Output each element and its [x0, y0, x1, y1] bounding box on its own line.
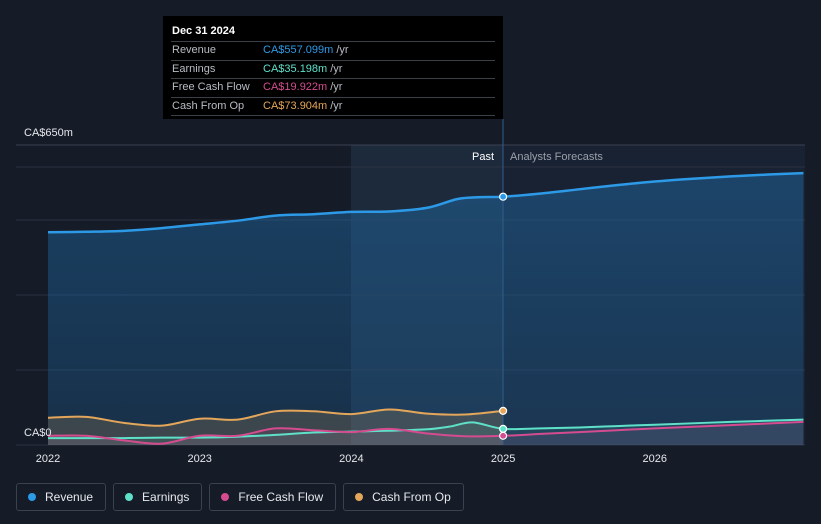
legend-dot-icon: [355, 493, 364, 501]
tooltip: Dec 31 2024 Revenue CA$557.099m/yr Earning…: [163, 16, 503, 119]
tooltip-unit: /yr: [336, 44, 349, 56]
x-tick-label: 2025: [491, 453, 515, 465]
free-cash-flow-marker: [499, 431, 508, 440]
y-axis-top-label: CA$650m: [24, 127, 73, 139]
tooltip-label: Earnings: [172, 62, 216, 75]
revenue-area: [48, 173, 804, 445]
cash-from-op-area: [48, 409, 504, 445]
tooltip-row: Revenue CA$557.099m/yr: [171, 41, 495, 60]
legend-label: Revenue: [45, 490, 94, 504]
free-cash-flow-line: [47, 420, 804, 445]
legend-dot-icon: [221, 493, 230, 501]
tooltip-unit: /yr: [330, 62, 343, 75]
legend: Revenue Earnings Free Cash Flow Cash From O…: [16, 483, 464, 511]
legend-label: Free Cash Flow: [238, 490, 324, 504]
x-tick-label: 2022: [36, 453, 60, 465]
tooltip-label: Free Cash Flow: [172, 81, 250, 93]
tooltip-unit: /yr: [330, 99, 343, 112]
tooltip-row: Free Cash Flow CA$19.922m/yr: [171, 78, 495, 97]
tooltip-row: Cash From Op CA$73.904m/yr: [171, 96, 495, 116]
earnings-line: [47, 418, 804, 440]
tooltip-date: Dec 31 2024: [172, 25, 235, 37]
tooltip-label: Revenue: [172, 44, 217, 56]
legend-item-revenue[interactable]: Revenue: [16, 483, 107, 511]
legend-item-cash-from-op[interactable]: Cash From Op: [343, 483, 464, 511]
revenue-marker: [499, 192, 508, 201]
cash-from-op-line: [47, 408, 504, 427]
tooltip-unit: /yr: [330, 81, 343, 93]
tooltip-row: Earnings CA$35.198m/yr: [171, 59, 495, 79]
tooltip-label: Cash From Op: [172, 99, 245, 112]
legend-dot-icon: [28, 493, 36, 501]
tooltip-value: CA$19.922m: [263, 81, 328, 93]
tooltip-value: CA$73.904m: [263, 99, 328, 112]
tooltip-value: CA$35.198m: [263, 62, 328, 75]
x-tick-label: 2026: [643, 453, 667, 465]
x-tick-label: 2023: [187, 453, 211, 465]
revenue-line: [47, 171, 804, 234]
tooltip-value: CA$557.099m: [263, 44, 334, 56]
past-label: Past: [472, 151, 494, 163]
legend-label: Cash From Op: [372, 490, 451, 504]
legend-item-earnings[interactable]: Earnings: [113, 483, 203, 511]
x-tick-label: 2024: [339, 453, 363, 465]
legend-item-free-cash-flow[interactable]: Free Cash Flow: [209, 483, 337, 511]
forecast-label: Analysts Forecasts: [510, 151, 603, 163]
cash-from-op-marker: [499, 406, 508, 415]
y-axis-bottom-label: CA$0: [24, 427, 52, 439]
legend-dot-icon: [125, 493, 134, 501]
legend-label: Earnings: [142, 490, 190, 504]
earnings-marker: [499, 424, 508, 433]
